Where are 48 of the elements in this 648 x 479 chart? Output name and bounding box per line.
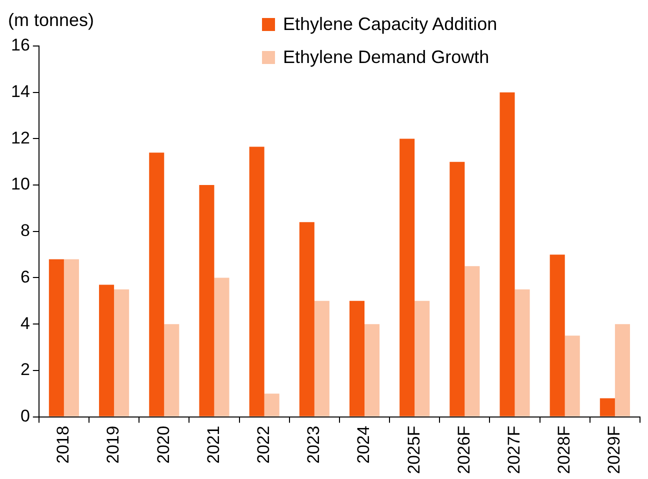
y-tick-label: 0 [20, 406, 30, 426]
bar [614, 324, 630, 416]
bar [414, 300, 430, 416]
bar [464, 266, 480, 416]
y-axis-title: (m tonnes) [8, 10, 94, 31]
y-tick-label: 6 [20, 267, 30, 286]
bar [249, 146, 264, 416]
bar [500, 92, 515, 416]
bar [514, 289, 530, 416]
bar [550, 254, 565, 416]
x-tick-label: 2024 [354, 426, 374, 464]
bar [199, 185, 214, 416]
x-tick-label: 2028F [554, 426, 574, 474]
x-tick-label: 2019 [104, 426, 123, 464]
bar [214, 278, 230, 416]
y-tick-label: 14 [10, 82, 30, 102]
y-tick-label: 2 [20, 360, 30, 380]
y-tick-label: 4 [20, 314, 30, 333]
x-tick-label: 2027F [504, 426, 524, 474]
y-tick-label: 16 [10, 36, 30, 55]
x-tick-label: 2026F [454, 426, 474, 474]
y-tick-label: 10 [10, 174, 30, 194]
x-tick-label: 2023 [304, 426, 324, 464]
bar [349, 300, 364, 416]
x-tick-label: 2018 [54, 426, 73, 464]
bar [64, 259, 79, 416]
y-tick-label: 8 [20, 221, 30, 240]
bar [314, 300, 330, 416]
bar [114, 289, 130, 416]
bar [149, 152, 164, 416]
x-tick-label: 2022 [254, 426, 274, 464]
bar [564, 336, 580, 416]
legend-label: Ethylene Capacity Addition [283, 14, 498, 35]
legend-label: Ethylene Demand Growth [283, 47, 490, 68]
bar [364, 324, 380, 416]
bar [164, 324, 180, 416]
x-tick-label: 2021 [204, 426, 223, 464]
x-tick-label: 2029F [604, 426, 624, 474]
bar [400, 138, 415, 416]
bar [299, 222, 314, 416]
bar [450, 162, 465, 416]
bar [264, 394, 280, 416]
bar [48, 259, 64, 416]
y-tick-label: 12 [10, 128, 30, 148]
bar [99, 284, 114, 416]
bar [600, 398, 615, 416]
x-tick-label: 2025F [404, 426, 424, 474]
x-tick-label: 2020 [154, 426, 173, 464]
